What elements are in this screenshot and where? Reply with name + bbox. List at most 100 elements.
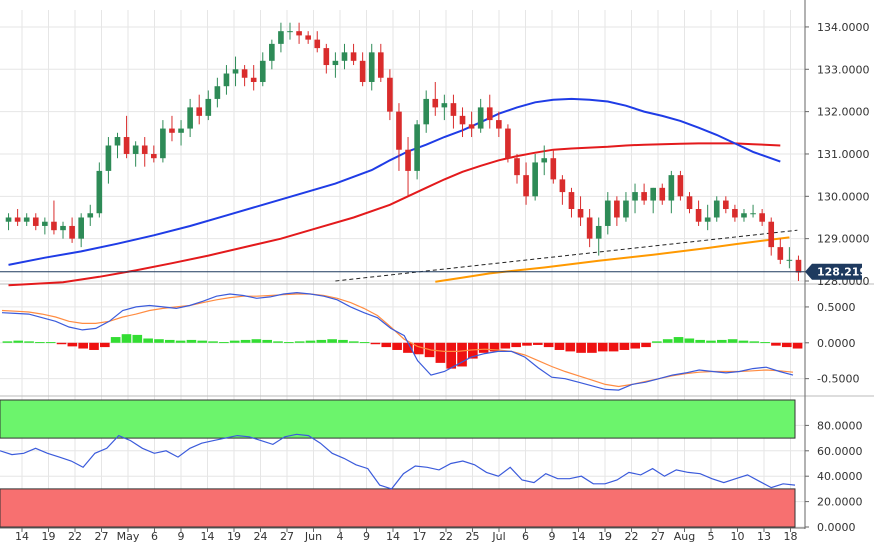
candle-up	[78, 217, 84, 239]
candle-down	[759, 213, 765, 222]
candle-down	[450, 103, 457, 116]
macd-hist-pos	[348, 341, 359, 343]
x-tick-label: 27	[651, 530, 665, 542]
candle-up	[259, 60, 266, 82]
x-tick-label: 18	[784, 530, 798, 542]
candle-up	[595, 225, 602, 239]
x-tick-label: 14	[201, 530, 215, 542]
macd-y-tick-label: 0.5000	[817, 301, 856, 314]
candle-down	[123, 137, 130, 154]
candle-down	[14, 217, 21, 222]
candle-up	[214, 86, 221, 99]
candle-up	[668, 175, 675, 201]
candle-down	[405, 149, 411, 171]
candle-down	[559, 179, 566, 193]
candle-down	[723, 200, 729, 210]
candle-down	[768, 221, 775, 248]
macd-hist-pos	[273, 341, 283, 343]
candle-up	[423, 98, 430, 125]
x-tick-label: 22	[625, 530, 639, 542]
candle-down	[296, 31, 302, 36]
macd-hist-pos	[197, 340, 208, 343]
macd-hist-pos	[121, 334, 132, 343]
macd-hist-pos	[327, 339, 337, 343]
macd-hist-neg	[446, 342, 457, 369]
candle-down	[505, 128, 511, 159]
candle-up	[160, 128, 166, 159]
macd-hist-pos	[706, 340, 716, 343]
macd-hist-neg	[370, 342, 381, 345]
candle-down	[359, 60, 366, 82]
price-y-tick-label: 133.0000	[817, 63, 870, 76]
price-y-tick-label: 132.0000	[817, 106, 870, 119]
macd-hist-pos	[359, 342, 370, 344]
candle-down	[486, 107, 493, 121]
x-tick-label: Aug	[674, 530, 695, 542]
candle-up	[96, 170, 103, 214]
x-tick-label: 10	[731, 530, 745, 542]
candle-up	[269, 43, 275, 61]
candle-up	[232, 69, 239, 74]
macd-hist-pos	[316, 339, 327, 343]
macd-hist-pos	[2, 341, 13, 343]
macd-hist-pos	[662, 339, 673, 343]
macd-hist-neg	[554, 342, 565, 350]
candle-down	[459, 115, 466, 125]
macd-hist-pos	[186, 339, 197, 343]
price-panel	[0, 22, 805, 287]
candle-up	[332, 60, 339, 66]
candle-down	[586, 217, 593, 239]
macd-hist-pos	[143, 338, 153, 343]
dashed-trendline	[335, 229, 798, 282]
macd-hist-neg	[89, 342, 99, 350]
candle-down	[32, 217, 39, 226]
macd-hist-pos	[305, 340, 316, 343]
candle-down	[686, 196, 693, 210]
candle-down	[250, 77, 257, 82]
last-price-label: 128.2190	[817, 266, 874, 279]
candle-down	[777, 247, 784, 260]
macd-hist-neg	[792, 342, 803, 349]
price-y-tick-label: 131.0000	[817, 148, 870, 161]
macd-hist-pos	[749, 341, 760, 343]
macd-hist-neg	[468, 342, 478, 359]
candle-up	[750, 213, 756, 215]
macd-hist-pos	[132, 334, 143, 343]
rsi-oversold-zone	[0, 488, 796, 528]
macd-hist-neg	[56, 342, 67, 345]
macd-hist-pos	[684, 338, 695, 343]
macd-hist-neg	[771, 342, 781, 346]
candle-down	[305, 35, 311, 40]
macd-line	[1, 291, 794, 391]
candle-down	[314, 39, 321, 49]
candle-down	[150, 153, 157, 159]
sma-blue-line	[8, 97, 781, 266]
macd-panel	[1, 291, 803, 391]
macd-hist-pos	[695, 339, 705, 343]
macd-hist-neg	[511, 342, 521, 348]
macd-hist-pos	[45, 342, 56, 344]
candle-down	[795, 259, 802, 273]
price-y-tick-label: 134.0000	[817, 21, 870, 34]
x-tick-label: 5	[708, 530, 715, 542]
x-tick-label: 6	[151, 530, 158, 542]
x-tick-label: 9	[549, 530, 556, 542]
candle-down	[377, 52, 384, 78]
candle-up	[42, 221, 48, 226]
candle-up	[205, 98, 212, 116]
macd-hist-pos	[727, 339, 738, 343]
rsi-line	[0, 433, 796, 490]
candle-up	[132, 145, 139, 154]
candle-down	[69, 225, 75, 239]
macd-hist-pos	[110, 337, 121, 343]
candle-up	[441, 103, 448, 108]
macd-hist-neg	[597, 342, 608, 352]
candle-down	[196, 107, 203, 116]
candle-down	[51, 221, 57, 231]
macd-hist-neg	[392, 342, 402, 350]
candle-down	[659, 187, 666, 201]
candle-up	[223, 73, 230, 87]
sma-orange-line	[435, 236, 790, 283]
candle-down	[241, 69, 248, 78]
